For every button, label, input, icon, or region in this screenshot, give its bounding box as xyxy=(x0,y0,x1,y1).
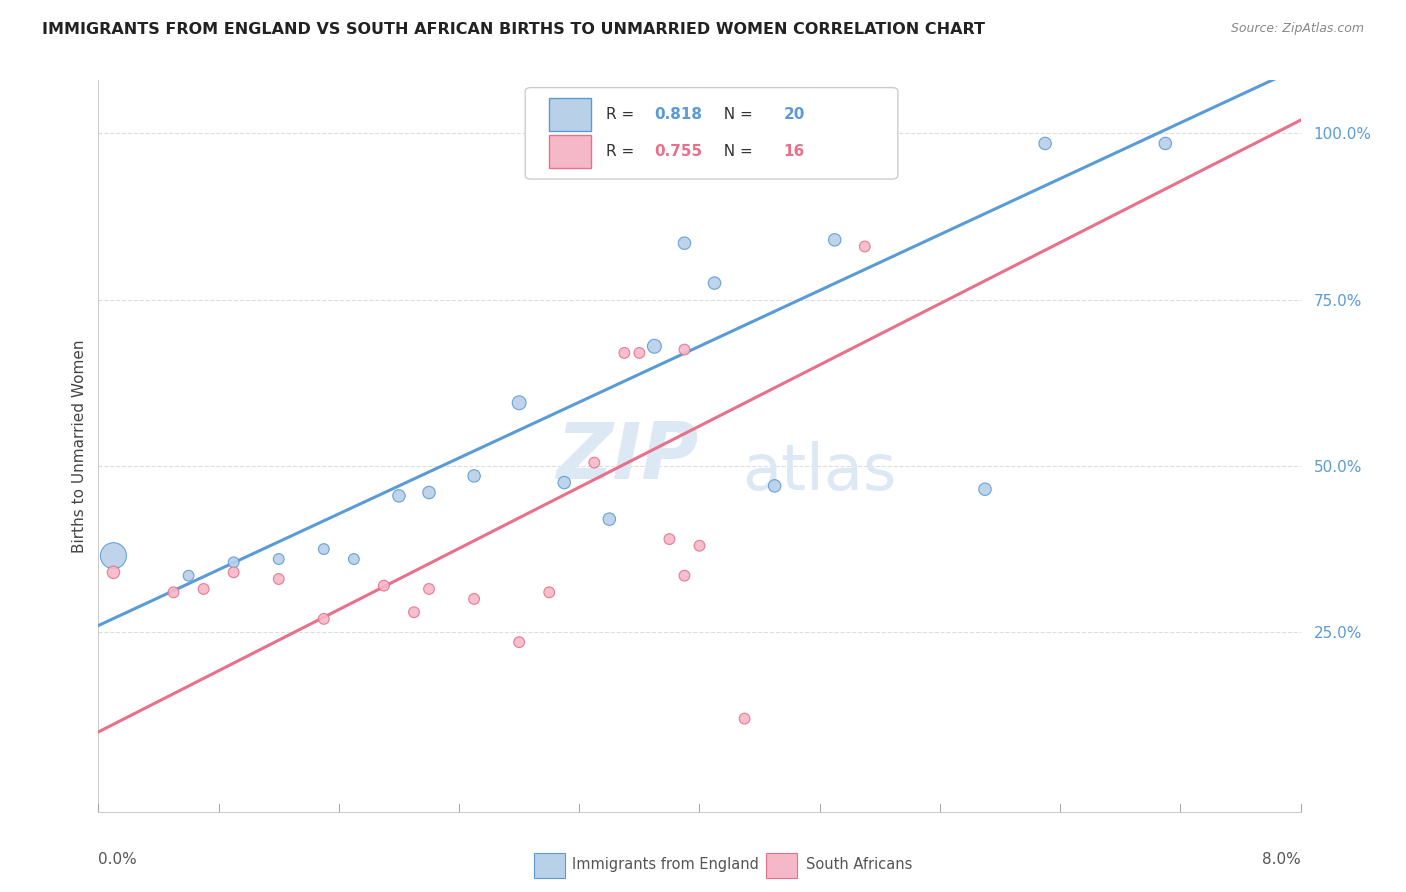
Text: N =: N = xyxy=(714,144,758,159)
Point xyxy=(1033,136,1056,151)
Text: R =: R = xyxy=(606,144,638,159)
Point xyxy=(162,585,184,599)
Text: South Africans: South Africans xyxy=(806,857,912,872)
Point xyxy=(508,635,530,649)
Point xyxy=(628,346,651,360)
Point xyxy=(388,489,411,503)
Text: 0.0%: 0.0% xyxy=(98,852,138,867)
Point xyxy=(267,552,290,566)
Point xyxy=(373,579,395,593)
Point xyxy=(418,485,440,500)
Point xyxy=(538,585,561,599)
Point xyxy=(222,566,245,580)
Point xyxy=(343,552,366,566)
Text: 16: 16 xyxy=(783,144,804,159)
Point xyxy=(673,568,696,582)
Point xyxy=(673,343,696,357)
Text: 0.755: 0.755 xyxy=(654,144,702,159)
Text: 0.818: 0.818 xyxy=(654,107,702,122)
Point xyxy=(312,542,335,557)
Point xyxy=(402,605,425,619)
Point xyxy=(103,549,125,563)
Text: Immigrants from England: Immigrants from England xyxy=(572,857,759,872)
Point xyxy=(689,539,711,553)
Point xyxy=(553,475,575,490)
Point xyxy=(1154,136,1177,151)
Text: 8.0%: 8.0% xyxy=(1261,852,1301,867)
Point xyxy=(103,566,125,580)
Bar xyxy=(550,135,592,168)
Text: IMMIGRANTS FROM ENGLAND VS SOUTH AFRICAN BIRTHS TO UNMARRIED WOMEN CORRELATION C: IMMIGRANTS FROM ENGLAND VS SOUTH AFRICAN… xyxy=(42,22,986,37)
Point xyxy=(673,236,696,251)
Bar xyxy=(550,98,592,131)
Point xyxy=(418,582,440,596)
FancyBboxPatch shape xyxy=(526,87,898,179)
Point xyxy=(703,276,725,290)
Point xyxy=(853,239,876,253)
Text: 20: 20 xyxy=(783,107,806,122)
Point xyxy=(177,568,200,582)
Point xyxy=(193,582,215,596)
Point xyxy=(824,233,846,247)
Text: R =: R = xyxy=(606,107,638,122)
Point xyxy=(222,555,245,569)
Text: Source: ZipAtlas.com: Source: ZipAtlas.com xyxy=(1230,22,1364,36)
Point xyxy=(508,396,530,410)
Point xyxy=(583,456,606,470)
Point xyxy=(598,512,620,526)
Y-axis label: Births to Unmarried Women: Births to Unmarried Women xyxy=(72,339,87,553)
Point xyxy=(763,479,786,493)
Text: atlas: atlas xyxy=(742,441,897,502)
Text: ZIP: ZIP xyxy=(557,419,699,495)
Point xyxy=(974,482,997,496)
Point xyxy=(267,572,290,586)
Point xyxy=(312,612,335,626)
Text: N =: N = xyxy=(714,107,758,122)
Point xyxy=(734,712,756,726)
Point xyxy=(613,346,636,360)
Point xyxy=(463,591,485,606)
Point xyxy=(643,339,665,353)
Point xyxy=(463,469,485,483)
Point xyxy=(658,532,681,546)
